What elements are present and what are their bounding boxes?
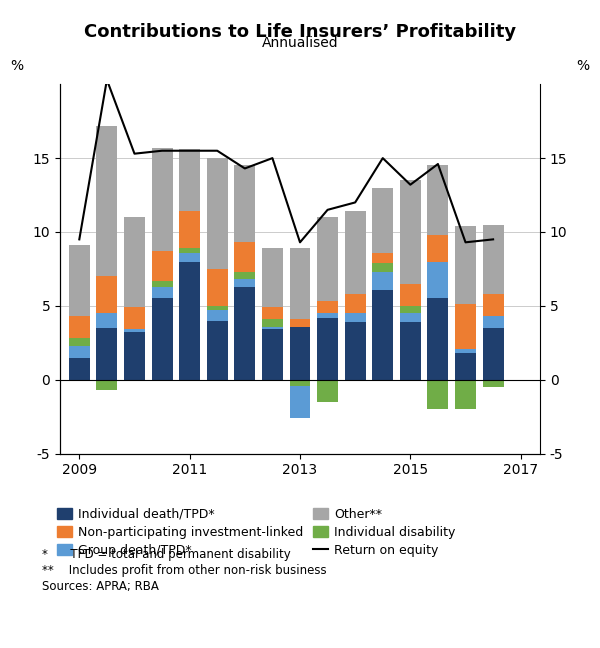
- Bar: [317, 217, 338, 301]
- Bar: [69, 316, 90, 338]
- Bar: [152, 148, 173, 251]
- Bar: [427, 262, 448, 299]
- Bar: [97, 126, 118, 276]
- Bar: [152, 281, 173, 286]
- Bar: [152, 286, 173, 299]
- Bar: [179, 248, 200, 253]
- Bar: [290, 248, 310, 319]
- Bar: [455, 226, 476, 305]
- Bar: [207, 310, 228, 321]
- Bar: [400, 322, 421, 380]
- Bar: [152, 251, 173, 281]
- Bar: [124, 332, 145, 380]
- Text: Sources: APRA; RBA: Sources: APRA; RBA: [42, 580, 159, 593]
- Bar: [179, 149, 200, 211]
- Bar: [152, 299, 173, 380]
- Bar: [97, 276, 118, 313]
- Bar: [317, 318, 338, 380]
- Bar: [207, 158, 228, 269]
- Bar: [235, 286, 256, 380]
- Text: *      TPD = total and permanent disability: * TPD = total and permanent disability: [42, 548, 291, 561]
- Bar: [69, 346, 90, 358]
- Bar: [317, 380, 338, 402]
- Bar: [235, 279, 256, 286]
- Bar: [344, 313, 365, 322]
- Text: %: %: [10, 59, 23, 73]
- Bar: [400, 306, 421, 313]
- Bar: [69, 338, 90, 346]
- Bar: [290, 319, 310, 327]
- Legend: Individual death/TPD*, Non-participating investment-linked, Group death/TPD*, Ot: Individual death/TPD*, Non-participating…: [56, 508, 456, 557]
- Bar: [372, 188, 393, 253]
- Bar: [400, 284, 421, 306]
- Bar: [482, 380, 503, 387]
- Bar: [455, 380, 476, 410]
- Bar: [262, 248, 283, 307]
- Bar: [400, 180, 421, 284]
- Text: **    Includes profit from other non-risk business: ** Includes profit from other non-risk b…: [42, 564, 326, 577]
- Bar: [97, 380, 118, 390]
- Text: %: %: [577, 59, 590, 73]
- Bar: [235, 165, 256, 242]
- Bar: [372, 253, 393, 263]
- Bar: [207, 321, 228, 380]
- Bar: [69, 358, 90, 380]
- Bar: [207, 306, 228, 310]
- Bar: [317, 301, 338, 313]
- Bar: [290, 380, 310, 386]
- Bar: [482, 294, 503, 316]
- Bar: [317, 313, 338, 318]
- Bar: [427, 380, 448, 410]
- Bar: [179, 262, 200, 380]
- Bar: [262, 329, 283, 380]
- Text: Annualised: Annualised: [262, 36, 338, 50]
- Bar: [372, 272, 393, 290]
- Bar: [124, 217, 145, 307]
- Bar: [344, 211, 365, 294]
- Bar: [482, 328, 503, 380]
- Bar: [290, 386, 310, 418]
- Bar: [482, 316, 503, 328]
- Bar: [455, 305, 476, 349]
- Bar: [69, 246, 90, 316]
- Bar: [97, 313, 118, 328]
- Bar: [97, 328, 118, 380]
- Bar: [207, 269, 228, 306]
- Bar: [344, 322, 365, 380]
- Bar: [427, 165, 448, 235]
- Text: Contributions to Life Insurers’ Profitability: Contributions to Life Insurers’ Profitab…: [84, 23, 516, 41]
- Bar: [290, 327, 310, 380]
- Bar: [179, 211, 200, 248]
- Bar: [372, 263, 393, 272]
- Bar: [124, 307, 145, 329]
- Bar: [372, 290, 393, 380]
- Bar: [455, 349, 476, 353]
- Bar: [344, 294, 365, 313]
- Bar: [235, 272, 256, 279]
- Bar: [262, 319, 283, 327]
- Bar: [262, 307, 283, 319]
- Bar: [179, 253, 200, 262]
- Bar: [124, 329, 145, 332]
- Bar: [482, 225, 503, 294]
- Bar: [262, 327, 283, 329]
- Bar: [235, 242, 256, 272]
- Bar: [427, 235, 448, 262]
- Bar: [427, 299, 448, 380]
- Bar: [400, 313, 421, 322]
- Bar: [455, 353, 476, 380]
